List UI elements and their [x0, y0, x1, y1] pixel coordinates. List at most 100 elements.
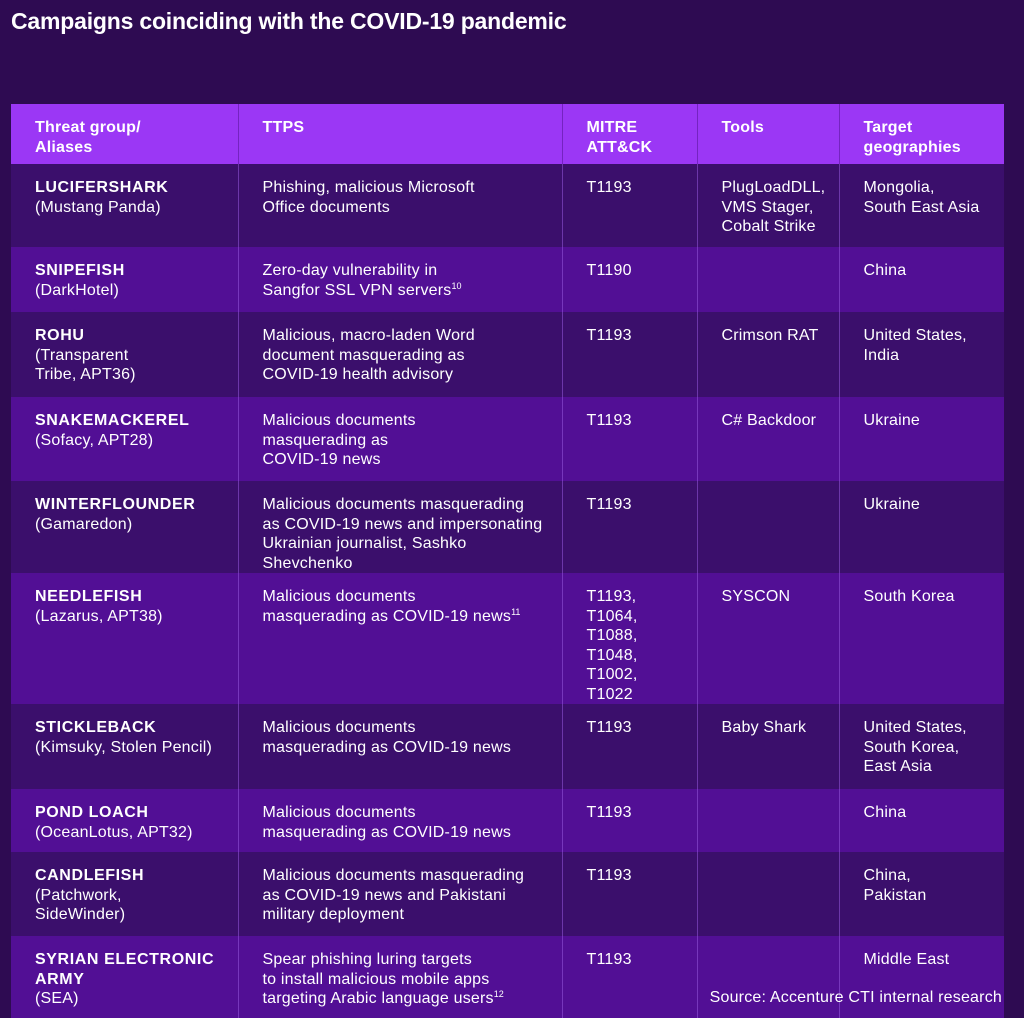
ttps-text: military deployment	[262, 906, 405, 923]
header-label: geographies	[863, 138, 961, 156]
ttps-text: as COVID-19 news and impersonating	[262, 515, 543, 533]
table-row: CANDLEFISH (Patchwork, SideWinder) Maliciou…	[11, 852, 1004, 936]
table-row: STICKLEBACK (Kimsuky, Stolen Pencil) Malic…	[11, 704, 1004, 789]
cell-threat-group: SYRIAN ELECTRONIC ARMY (SEA)	[11, 936, 238, 1018]
threat-group-name: CANDLEFISH	[35, 867, 145, 884]
ttps-text: Malicious documents masquerading	[262, 496, 525, 513]
cell-tools: SYSCON	[696, 573, 839, 704]
cell-tools: PlugLoadDLL, VMS Stager, Cobalt Strike	[696, 164, 839, 247]
geography: East Asia	[863, 758, 933, 775]
mitre-technique: T1088, T1048,	[586, 627, 638, 664]
table-row: NEEDLEFISH (Lazarus, APT38) Malicious docu…	[11, 573, 1004, 704]
cell-threat-group: LUCIFERSHARK (Mustang Panda)	[11, 164, 238, 247]
cell-mitre: T1193	[561, 852, 697, 936]
tool-name: Cobalt Strike	[721, 218, 816, 235]
cell-mitre: T1193	[561, 481, 697, 573]
cell-mitre: T1193	[561, 312, 697, 397]
tool-name: Crimson RAT	[721, 327, 819, 344]
mitre-technique: T1193	[586, 496, 632, 513]
geography: South Korea,	[863, 738, 960, 756]
threat-group-alias: (DarkHotel)	[35, 281, 119, 299]
column-header-ttps: TTPS	[237, 104, 562, 164]
table-row: WINTERFLOUNDER (Gamaredon) Malicious docum…	[11, 481, 1004, 573]
cell-mitre: T1193	[561, 936, 697, 1018]
ttps-text: COVID-19 news	[262, 451, 381, 468]
mitre-technique: T1193	[586, 412, 632, 429]
cell-mitre: T1190	[561, 247, 697, 312]
cell-threat-group: WINTERFLOUNDER (Gamaredon)	[11, 481, 238, 573]
ttps-text: Malicious documents masquerading	[262, 867, 525, 884]
threat-group-name: SYRIAN ELECTRONIC ARMY	[35, 951, 215, 988]
threat-group-alias: (Lazarus, APT38)	[35, 607, 163, 625]
threat-group-alias: (SEA)	[35, 990, 79, 1007]
geography: South East Asia	[863, 198, 980, 216]
threat-group-alias: (OceanLotus, APT32)	[35, 823, 193, 841]
header-label: ATT&CK	[586, 138, 653, 156]
ttps-text: Malicious documents	[262, 719, 416, 736]
cell-geographies: Mongolia, South East Asia	[838, 164, 1004, 247]
footnote-marker: 11	[511, 606, 521, 617]
table-row: POND LOACH (OceanLotus, APT32) Malicious d…	[11, 789, 1004, 852]
ttps-text: Spear phishing luring targets	[262, 951, 472, 968]
cell-geographies: United States, South Korea, East Asia	[838, 704, 1004, 789]
table-row: SNAKEMACKEREL (Sofacy, APT28) Malicious do…	[11, 397, 1004, 481]
cell-ttps: Malicious documents masquerading as COVID…	[237, 852, 562, 936]
ttps-text: Ukrainian journalist, Sashko Shevchenko	[262, 535, 467, 572]
threat-group-alias: Tribe, APT36)	[35, 366, 136, 383]
cell-tools	[696, 481, 839, 573]
ttps-text: masquerading as	[262, 431, 389, 449]
mitre-technique: T1193	[586, 867, 632, 884]
table-row: SNIPEFISH (DarkHotel) Zero-day vulnerabili…	[11, 247, 1004, 312]
geography: China	[863, 262, 907, 279]
mitre-technique: T1002, T1022	[586, 666, 638, 703]
cell-ttps: Phishing, malicious Microsoft Office docu…	[237, 164, 562, 247]
header-label: MITRE	[586, 119, 638, 136]
cell-ttps: Malicious documents masquerading as COVID…	[237, 481, 562, 573]
ttps-text: targeting Arabic language users	[262, 990, 494, 1007]
mitre-technique: T1193	[586, 719, 632, 736]
cell-tools	[696, 852, 839, 936]
threat-group-alias: (Mustang Panda)	[35, 198, 161, 216]
geography: China	[863, 804, 907, 821]
cell-ttps: Spear phishing luring targets to install …	[237, 936, 562, 1018]
cell-tools: Crimson RAT	[696, 312, 839, 397]
table-row: ROHU (Transparent Tribe, APT36) Malicious, …	[11, 312, 1004, 397]
threat-group-alias: (Sofacy, APT28)	[35, 431, 154, 449]
threat-group-name: POND LOACH	[35, 804, 149, 821]
cell-ttps: Malicious, macro-laden Word document masq…	[237, 312, 562, 397]
header-label: Threat group/	[35, 119, 141, 136]
cell-geographies: Ukraine	[838, 397, 1004, 481]
ttps-text: to install malicious mobile apps	[262, 970, 490, 988]
mitre-technique: T1193	[586, 327, 632, 344]
ttps-text: masquerading as COVID-19 news	[262, 607, 512, 625]
ttps-text: Malicious documents	[262, 412, 416, 429]
tool-name: SYSCON	[721, 588, 791, 605]
column-header-mitre: MITRE ATT&CK	[561, 104, 697, 164]
header-label: Aliases	[35, 138, 93, 156]
cell-mitre: T1193	[561, 789, 697, 852]
mitre-technique: T1190	[586, 262, 632, 279]
cell-tools: C# Backdoor	[696, 397, 839, 481]
tool-name: VMS Stager,	[721, 198, 814, 216]
cell-threat-group: CANDLEFISH (Patchwork, SideWinder)	[11, 852, 238, 936]
threat-group-name: SNAKEMACKEREL	[35, 412, 190, 429]
cell-geographies: United States, India	[838, 312, 1004, 397]
cell-geographies: Ukraine	[838, 481, 1004, 573]
ttps-text: Zero-day vulnerability in	[262, 262, 438, 279]
threat-group-alias: (Patchwork,	[35, 886, 122, 904]
cell-threat-group: NEEDLEFISH (Lazarus, APT38)	[11, 573, 238, 704]
geography: Middle East	[863, 951, 950, 968]
cell-geographies: Middle East	[838, 936, 1004, 1018]
cell-geographies: China	[838, 247, 1004, 312]
geography: United States,	[863, 719, 967, 736]
geography: Pakistan	[863, 886, 927, 904]
threat-group-name: NEEDLEFISH	[35, 588, 143, 605]
mitre-technique: T1193	[586, 804, 632, 821]
tool-name: Baby Shark	[721, 719, 807, 736]
column-header-tools: Tools	[696, 104, 839, 164]
cell-ttps: Malicious documents masquerading as COVID…	[237, 789, 562, 852]
column-header-threat-group: Threat group/Aliases	[11, 104, 238, 164]
ttps-text: COVID-19 health advisory	[262, 366, 454, 383]
ttps-text: Malicious documents	[262, 588, 416, 605]
cell-threat-group: POND LOACH (OceanLotus, APT32)	[11, 789, 238, 852]
